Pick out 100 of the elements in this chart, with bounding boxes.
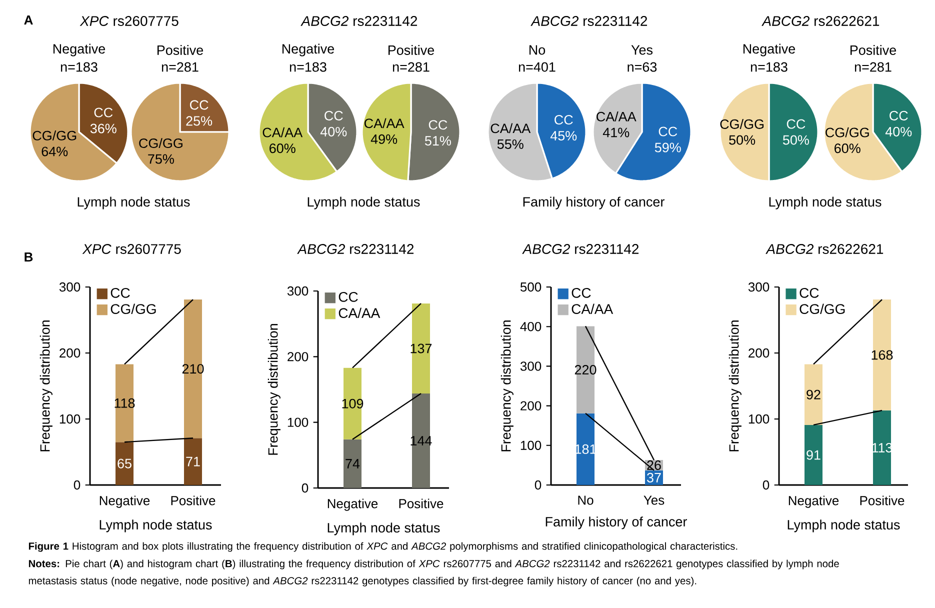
slice-label: CC bbox=[324, 110, 343, 120]
x-tick-label: Negative bbox=[328, 498, 378, 511]
chart-subtitle: Negative bbox=[743, 44, 796, 56]
y-axis-title: Frequency distribution bbox=[500, 320, 514, 452]
chart-subtitle: Negative bbox=[282, 44, 334, 56]
y-tick-label: 200 bbox=[748, 348, 770, 358]
chart-subtitle: Positive bbox=[157, 45, 204, 55]
chart-title: XPC rs2607775 bbox=[80, 16, 178, 26]
slice-label: CG/GG bbox=[826, 127, 869, 138]
data-label: 36% bbox=[90, 124, 116, 134]
data-label: 50% bbox=[729, 135, 756, 145]
bar bbox=[344, 439, 362, 488]
x-tick-label: Yes bbox=[644, 496, 664, 505]
data-label: 65 bbox=[118, 458, 132, 468]
y-axis-title: Frequency distribution bbox=[268, 324, 280, 455]
bar bbox=[804, 364, 823, 425]
data-label: 71 bbox=[186, 456, 200, 466]
bar bbox=[116, 364, 134, 442]
slice-label: CC bbox=[190, 100, 208, 110]
y-tick-label: 200 bbox=[60, 348, 80, 358]
y-tick-label: 0 bbox=[302, 483, 308, 493]
x-tick-label: Negative bbox=[788, 496, 839, 508]
legend-label: CC bbox=[110, 288, 130, 298]
y-tick-label: 0 bbox=[74, 480, 80, 490]
bar bbox=[576, 413, 595, 485]
legend-label: CC bbox=[338, 292, 358, 302]
chart-title: XPC rs2607775 bbox=[82, 244, 181, 254]
chart-subtitle: Positive bbox=[850, 45, 896, 55]
y-tick-label: 100 bbox=[520, 440, 542, 450]
bar bbox=[344, 368, 362, 440]
bar bbox=[184, 438, 202, 485]
slice-label: CA/AA bbox=[596, 112, 636, 122]
data-label: 45% bbox=[550, 131, 577, 141]
chart-title: ABCG2 rs2622621 bbox=[766, 244, 884, 254]
legend-label: CG/GG bbox=[110, 304, 156, 314]
text: Lymph node status bbox=[308, 196, 420, 210]
slice-label: CC bbox=[94, 108, 113, 118]
x-tick-label: Positive bbox=[399, 498, 444, 508]
data-label: 49% bbox=[370, 134, 398, 144]
legend-label: CC bbox=[800, 288, 819, 298]
y-tick-label: 100 bbox=[60, 414, 80, 424]
data-label: 40% bbox=[320, 126, 347, 136]
text: B bbox=[24, 252, 33, 262]
y-tick-label: 500 bbox=[520, 282, 542, 292]
data-label: 51% bbox=[424, 136, 451, 146]
text: n=281 bbox=[854, 62, 892, 72]
slice-label: CC bbox=[658, 126, 678, 136]
bar bbox=[873, 410, 892, 485]
slice-label: CC bbox=[554, 115, 573, 125]
x-tick-label: No bbox=[578, 496, 594, 505]
chart-subtitle: Yes bbox=[631, 45, 653, 55]
x-tick-label: Negative bbox=[100, 496, 150, 508]
y-tick-label: 200 bbox=[520, 401, 542, 410]
chart-title: ABCG2 rs2231142 bbox=[522, 244, 639, 254]
x-tick-label: Positive bbox=[860, 496, 904, 506]
slice-label: CG/GG bbox=[32, 130, 76, 140]
chart-title: ABCG2 rs2231142 bbox=[530, 16, 648, 26]
data-label: 41% bbox=[602, 128, 630, 138]
text: Figure 1 Histogram and box plots illustrating the frequency distribution of XPC and ABCG2 polymorphisms and stratified clinicopathological characteristics. bbox=[28, 542, 738, 552]
slice-label: CA/AA bbox=[262, 127, 303, 138]
bar bbox=[412, 303, 430, 394]
data-label: 40% bbox=[885, 126, 912, 136]
data-label: 55% bbox=[497, 139, 524, 149]
y-tick-label: 0 bbox=[762, 480, 770, 490]
data-label: 25% bbox=[186, 116, 212, 126]
chart-subtitle: Negative bbox=[53, 44, 106, 56]
bar bbox=[116, 442, 134, 485]
text: n=183 bbox=[750, 62, 788, 72]
data-label: 60% bbox=[834, 144, 860, 154]
y-tick-label: 400 bbox=[520, 322, 542, 332]
text: Lymph node status bbox=[769, 196, 882, 210]
text: A bbox=[24, 16, 33, 24]
bar bbox=[804, 424, 823, 485]
slice-label: CC bbox=[890, 110, 908, 120]
y-tick-label: 300 bbox=[748, 282, 770, 292]
y-tick-label: 200 bbox=[288, 352, 308, 362]
x-tick-label: Positive bbox=[171, 496, 216, 506]
text: Family history of cancer bbox=[523, 196, 664, 210]
y-tick-label: 100 bbox=[288, 418, 308, 427]
text: Lymph node status bbox=[78, 196, 190, 210]
x-axis-title: Lymph node status bbox=[788, 520, 900, 532]
slice-label: CG/GG bbox=[720, 119, 764, 129]
bar bbox=[873, 300, 892, 410]
text: n=183 bbox=[290, 62, 326, 72]
x-axis-title: Lymph node status bbox=[100, 520, 212, 532]
bar bbox=[184, 300, 202, 438]
legend-label: CA/AA bbox=[572, 304, 614, 314]
data-label: 37 bbox=[647, 472, 661, 482]
text: n=281 bbox=[162, 62, 198, 72]
slice-label: CC bbox=[428, 120, 448, 130]
data-label: 91 bbox=[806, 450, 820, 460]
data-label: 168 bbox=[872, 350, 893, 360]
data-label: 26 bbox=[647, 460, 661, 470]
slice-label: CA/AA bbox=[364, 118, 404, 128]
y-axis-title: Frequency distribution bbox=[40, 320, 52, 452]
text: n=401 bbox=[518, 62, 556, 72]
text: n=281 bbox=[392, 62, 430, 72]
data-label: 59% bbox=[654, 142, 681, 152]
chart-subtitle: No bbox=[529, 45, 546, 55]
y-tick-label: 300 bbox=[520, 362, 542, 371]
